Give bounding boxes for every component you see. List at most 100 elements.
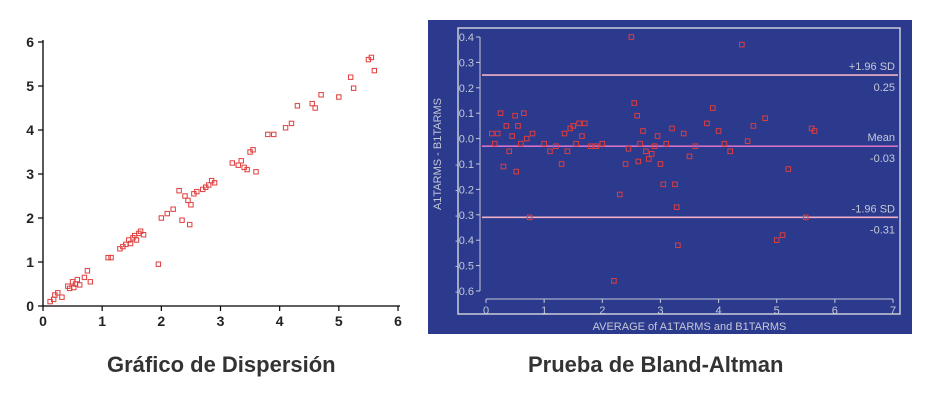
data-point [744,138,751,144]
data-point [164,210,170,217]
x-tick-label: 2 [599,305,605,317]
data-point [244,166,250,173]
y-tick-label: 0.1 [459,108,474,120]
data-point [561,130,568,137]
data-point [802,214,809,221]
data-point [288,120,295,127]
y-tick-label: -0.6 [455,286,474,298]
data-point [634,112,640,119]
data-point [675,242,681,249]
data-point [108,254,114,261]
data-point [282,125,289,131]
y-tick-label: 3 [26,166,34,182]
data-point [704,120,710,127]
data-point [715,128,722,134]
y-tick-label: 0.2 [459,83,474,95]
x-tick-label: 3 [657,305,663,317]
data-point [155,261,162,267]
data-point [654,133,661,139]
x-tick-label: 0 [39,313,47,329]
data-point [127,240,134,247]
data-point [211,180,218,186]
data-point [309,100,315,107]
data-point [491,140,498,147]
data-point [158,215,165,221]
data-point [558,161,565,167]
y-axis-label: A1TARMS - B1TARMS [432,98,444,210]
data-point [541,140,547,147]
data-point [657,161,664,167]
data-point [587,143,594,150]
x-tick-label: 4 [716,305,722,317]
data-point [503,123,510,129]
data-point [188,202,194,208]
data-point [513,168,520,175]
y-tick-label: 0 [26,298,34,314]
data-point [552,143,559,150]
data-point [271,131,277,138]
data-point [253,169,259,175]
data-point [229,160,236,166]
x-tick-label: 1 [541,305,547,317]
data-point [727,148,733,155]
data-point [59,294,65,300]
data-point [81,274,88,281]
reference-line-value: -0.31 [870,224,895,236]
x-axis-label: AVERAGE of A1TARMS and B1TARMS [593,321,787,333]
y-tick-label: 0.4 [459,32,474,44]
data-point [176,188,182,194]
data-point [611,278,617,284]
data-point [318,92,324,98]
x-tick-label: 4 [276,313,284,329]
data-point [137,228,144,234]
x-tick-label: 5 [774,305,780,317]
data-point [494,130,501,137]
y-tick-label: 0.0 [459,134,474,146]
y-tick-label: 4 [26,122,34,138]
data-point [526,214,533,221]
data-point [179,217,185,223]
data-point [265,131,271,138]
plot-frame [457,27,901,315]
x-tick-label: 7 [890,305,896,317]
y-tick-label: 6 [26,34,34,50]
data-point [680,130,687,137]
data-point [87,279,94,285]
scatter-caption: Gráfico de Dispersión [107,352,336,377]
data-point [616,191,623,198]
data-point [635,158,642,165]
data-point [336,94,342,100]
reference-line-label: -1.96 SD [852,203,895,215]
y-tick-label: 0.3 [459,57,474,69]
data-point [506,148,513,155]
data-point [579,133,585,139]
data-point [640,128,646,134]
data-point [648,151,655,157]
data-point [518,140,524,147]
data-point [762,115,768,122]
data-point [105,254,111,261]
y-tick-label: -0.2 [455,184,474,196]
data-point [523,135,530,142]
data-point [721,140,728,147]
data-point [170,206,176,212]
y-tick-label: 1 [26,254,34,270]
chart-background [428,20,912,334]
data-point [576,120,582,127]
x-tick-label: 5 [335,313,343,329]
data-point [489,130,495,137]
data-point [673,204,680,210]
data-point [637,140,643,147]
data-point [515,123,521,129]
data-point [74,276,81,283]
data-point [773,237,780,243]
data-point [368,54,375,61]
data-point [312,105,318,111]
data-point [582,120,588,127]
scatter-chart: 0 1 2 3 4 5 6 0 1 2 3 4 5 6 [26,34,402,329]
data-point [709,105,716,111]
x-tick-label: 3 [217,313,225,329]
data-point [520,110,527,117]
data-point [669,125,675,132]
y-tick-label: 2 [26,210,34,226]
